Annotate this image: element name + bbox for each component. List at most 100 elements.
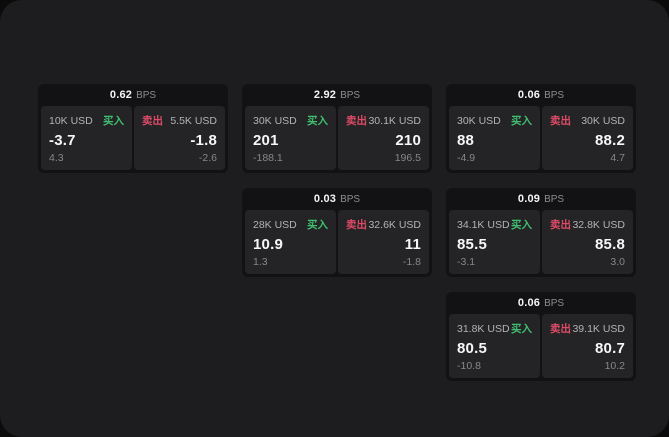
quote-card: 0.09 BPS 34.1K USD 买入 85.5 -3.1 卖出 32.8K…: [446, 188, 636, 277]
buy-side-tag: 买入: [511, 323, 532, 335]
bps-header: 2.92 BPS: [242, 84, 432, 106]
quote-card-body: 28K USD 买入 10.9 1.3 卖出 32.6K USD 11 -1.8: [242, 210, 432, 277]
sell-side-tag: 卖出: [142, 115, 163, 127]
sell-secondary-value: 196.5: [394, 152, 421, 164]
bps-unit-label: BPS: [340, 89, 361, 101]
buy-size-label: 28K USD: [253, 218, 297, 231]
bps-header: 0.09 BPS: [446, 188, 636, 210]
sell-size-label: 30K USD: [581, 114, 625, 127]
sell-side-tag: 卖出: [346, 115, 367, 127]
quote-cards-grid: 0.62 BPS 10K USD 买入 -3.7 4.3 卖出 5.5K USD…: [38, 84, 636, 381]
bps-value: 0.09: [517, 193, 541, 205]
bps-header: 0.03 BPS: [242, 188, 432, 210]
sell-panel-top-row: 卖出 30.1K USD: [346, 113, 421, 128]
sell-quote-button[interactable]: 卖出 32.6K USD 11 -1.8: [338, 210, 429, 274]
quote-card-body: 31.8K USD 买入 80.5 -10.8 卖出 39.1K USD 80.…: [446, 314, 636, 381]
buy-side-tag: 买入: [511, 219, 532, 231]
sell-price: 88.2: [595, 132, 625, 149]
sell-size-label: 39.1K USD: [572, 322, 625, 335]
sell-panel-top-row: 卖出 5.5K USD: [142, 113, 217, 128]
sell-price: 210: [395, 132, 421, 149]
buy-size-label: 34.1K USD: [457, 218, 510, 231]
buy-panel-top-row: 30K USD 买入: [253, 113, 328, 128]
sell-secondary-value: -2.6: [198, 152, 217, 164]
sell-secondary-value: 3.0: [610, 256, 625, 268]
bps-unit-label: BPS: [544, 89, 565, 101]
bps-header: 0.06 BPS: [446, 292, 636, 314]
buy-side-tag: 买入: [307, 219, 328, 231]
sell-secondary-value: -1.8: [402, 256, 421, 268]
buy-panel-top-row: 30K USD 买入: [457, 113, 532, 128]
quote-card: 2.92 BPS 30K USD 买入 201 -188.1 卖出 30.1K …: [242, 84, 432, 173]
sell-side-tag: 卖出: [346, 219, 367, 231]
buy-panel-top-row: 34.1K USD 买入: [457, 217, 532, 232]
sell-quote-button[interactable]: 卖出 5.5K USD -1.8 -2.6: [134, 106, 225, 170]
bps-unit-label: BPS: [544, 297, 565, 309]
quote-card-body: 10K USD 买入 -3.7 4.3 卖出 5.5K USD -1.8 -2.…: [38, 106, 228, 173]
buy-side-tag: 买入: [103, 115, 124, 127]
sell-panel-top-row: 卖出 32.6K USD: [346, 217, 421, 232]
buy-secondary-value: 4.3: [49, 152, 64, 164]
quote-card-body: 34.1K USD 买入 85.5 -3.1 卖出 32.8K USD 85.8…: [446, 210, 636, 277]
sell-price: 11: [404, 236, 421, 253]
quote-card-body: 30K USD 买入 88 -4.9 卖出 30K USD 88.2 4.7: [446, 106, 636, 173]
bps-value: 0.06: [517, 297, 541, 309]
quote-card: 0.06 BPS 30K USD 买入 88 -4.9 卖出 30K USD 8…: [446, 84, 636, 173]
sell-size-label: 5.5K USD: [170, 114, 217, 127]
buy-price: 88: [457, 132, 475, 149]
bps-value: 0.06: [517, 89, 541, 101]
sell-panel-top-row: 卖出 39.1K USD: [550, 321, 625, 336]
quote-card: 0.06 BPS 31.8K USD 买入 80.5 -10.8 卖出 39.1…: [446, 292, 636, 381]
quote-card-body: 30K USD 买入 201 -188.1 卖出 30.1K USD 210 1…: [242, 106, 432, 173]
buy-quote-button[interactable]: 30K USD 买入 88 -4.9: [449, 106, 540, 170]
buy-secondary-value: 1.3: [253, 256, 268, 268]
buy-price: 201: [253, 132, 279, 149]
bps-header: 0.06 BPS: [446, 84, 636, 106]
buy-size-label: 30K USD: [457, 114, 501, 127]
sell-price: 85.8: [595, 236, 625, 253]
buy-price: 85.5: [457, 236, 487, 253]
sell-secondary-value: 10.2: [604, 360, 625, 372]
quote-card: 0.03 BPS 28K USD 买入 10.9 1.3 卖出 32.6K US…: [242, 188, 432, 277]
sell-price: 80.7: [595, 340, 625, 357]
sell-panel-top-row: 卖出 30K USD: [550, 113, 625, 128]
buy-size-label: 31.8K USD: [457, 322, 510, 335]
buy-quote-button[interactable]: 30K USD 买入 201 -188.1: [245, 106, 336, 170]
buy-quote-button[interactable]: 10K USD 买入 -3.7 4.3: [41, 106, 132, 170]
sell-price: -1.8: [190, 132, 217, 149]
buy-quote-button[interactable]: 34.1K USD 买入 85.5 -3.1: [449, 210, 540, 274]
buy-size-label: 10K USD: [49, 114, 93, 127]
sell-side-tag: 卖出: [550, 115, 571, 127]
bps-unit-label: BPS: [340, 193, 361, 205]
buy-side-tag: 买入: [307, 115, 328, 127]
buy-secondary-value: -4.9: [457, 152, 476, 164]
buy-price: 80.5: [457, 340, 487, 357]
bps-unit-label: BPS: [136, 89, 157, 101]
buy-side-tag: 买入: [511, 115, 532, 127]
bps-value: 0.03: [313, 193, 337, 205]
buy-panel-top-row: 10K USD 买入: [49, 113, 124, 128]
sell-quote-button[interactable]: 卖出 30K USD 88.2 4.7: [542, 106, 633, 170]
bps-header: 0.62 BPS: [38, 84, 228, 106]
buy-secondary-value: -10.8: [457, 360, 481, 372]
bps-unit-label: BPS: [544, 193, 565, 205]
buy-size-label: 30K USD: [253, 114, 297, 127]
sell-side-tag: 卖出: [550, 323, 571, 335]
sell-quote-button[interactable]: 卖出 30.1K USD 210 196.5: [338, 106, 429, 170]
buy-panel-top-row: 28K USD 买入: [253, 217, 328, 232]
buy-quote-button[interactable]: 28K USD 买入 10.9 1.3: [245, 210, 336, 274]
buy-panel-top-row: 31.8K USD 买入: [457, 321, 532, 336]
bps-value: 2.92: [313, 89, 337, 101]
sell-side-tag: 卖出: [550, 219, 571, 231]
sell-size-label: 30.1K USD: [368, 114, 421, 127]
buy-price: -3.7: [49, 132, 76, 149]
sell-quote-button[interactable]: 卖出 39.1K USD 80.7 10.2: [542, 314, 633, 378]
sell-quote-button[interactable]: 卖出 32.8K USD 85.8 3.0: [542, 210, 633, 274]
buy-secondary-value: -188.1: [253, 152, 283, 164]
sell-secondary-value: 4.7: [610, 152, 625, 164]
buy-quote-button[interactable]: 31.8K USD 买入 80.5 -10.8: [449, 314, 540, 378]
buy-price: 10.9: [253, 236, 283, 253]
quote-card: 0.62 BPS 10K USD 买入 -3.7 4.3 卖出 5.5K USD…: [38, 84, 228, 173]
bps-value: 0.62: [109, 89, 133, 101]
